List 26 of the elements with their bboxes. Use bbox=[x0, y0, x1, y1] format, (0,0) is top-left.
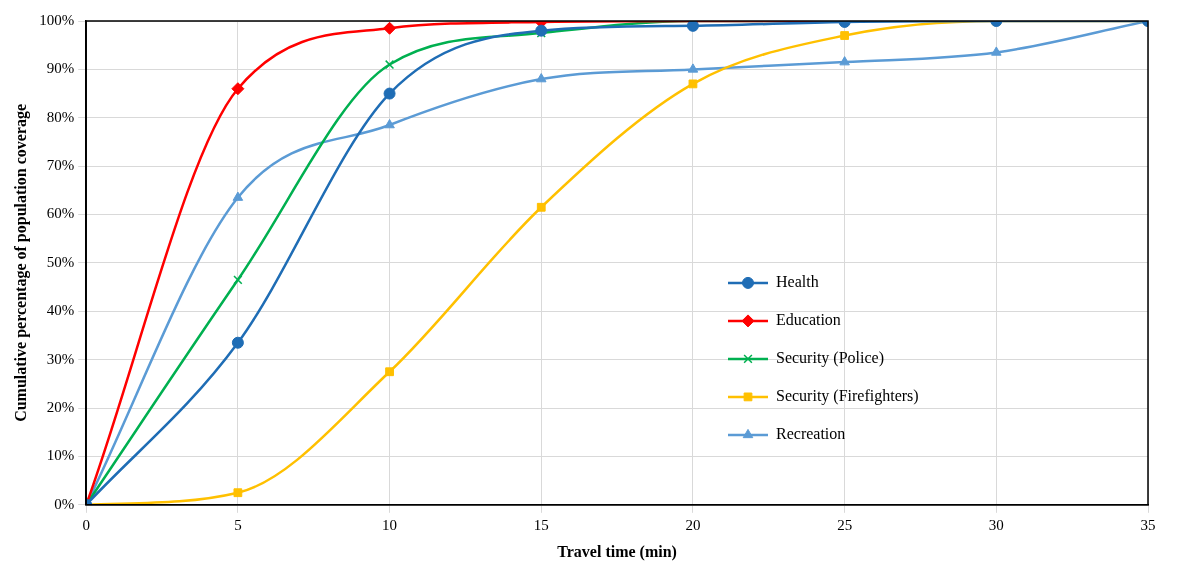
legend-label: Health bbox=[776, 273, 819, 291]
x-tick-label: 10 bbox=[382, 516, 398, 533]
x-tick-label: 35 bbox=[1140, 516, 1156, 533]
y-tick-label: 80% bbox=[46, 108, 75, 125]
y-tick-label: 30% bbox=[46, 350, 75, 367]
x-tick-label: 15 bbox=[533, 516, 549, 533]
y-tick-label: 50% bbox=[46, 253, 75, 270]
y-tick-label: 100% bbox=[39, 11, 75, 28]
x-tick-label: 30 bbox=[988, 516, 1004, 533]
y-tick-label: 40% bbox=[46, 302, 75, 319]
y-tick-label: 20% bbox=[46, 398, 75, 415]
legend-label: Recreation bbox=[776, 425, 846, 443]
y-tick-label: 70% bbox=[46, 157, 75, 174]
legend-label: Education bbox=[776, 311, 841, 329]
y-tick-label: 60% bbox=[46, 205, 75, 222]
x-tick-label: 25 bbox=[837, 516, 853, 533]
x-tick-label: 20 bbox=[685, 516, 701, 533]
x-tick-label: 0 bbox=[82, 516, 90, 533]
y-tick-label: 10% bbox=[46, 447, 75, 464]
x-tick-label: 5 bbox=[234, 516, 242, 533]
legend-label: Security (Firefighters) bbox=[776, 387, 919, 406]
y-tick-label: 0% bbox=[54, 495, 75, 512]
x-axis-title: Travel time (min) bbox=[557, 542, 677, 561]
legend-label: Security (Police) bbox=[776, 349, 884, 368]
y-tick-label: 90% bbox=[46, 60, 75, 77]
y-axis-title: Cumulative percentage of population coverage bbox=[11, 103, 30, 422]
